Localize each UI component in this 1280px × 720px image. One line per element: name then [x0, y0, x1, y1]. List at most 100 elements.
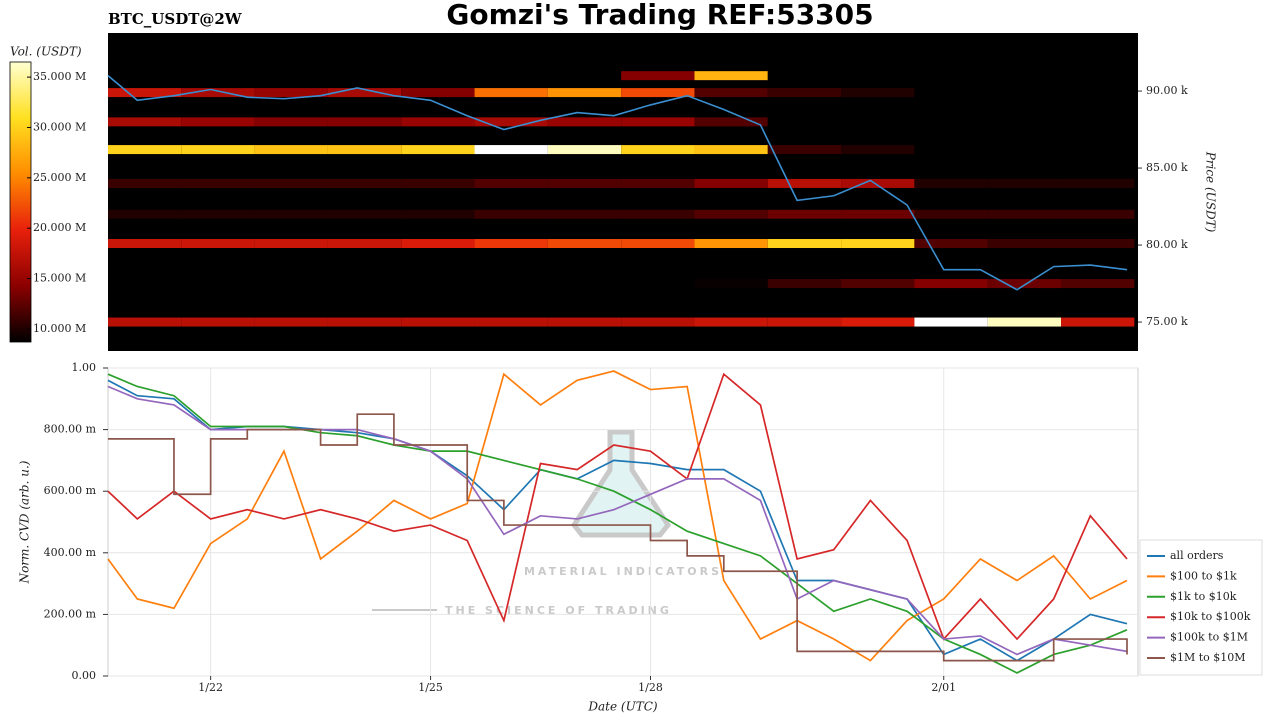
heatmap-cell: [841, 178, 915, 188]
heatmap-cell: [767, 145, 842, 155]
heatmap-cell: [1061, 117, 1135, 127]
heatmap-cell: [547, 317, 622, 327]
y-tick-label: 600.00 m: [44, 484, 97, 497]
heatmap-cell: [327, 209, 402, 219]
heatmap-cell: [841, 279, 915, 289]
heatmap-cell: [327, 239, 402, 249]
heatmap-cell: [914, 145, 988, 155]
heatmap-cell: [694, 239, 768, 249]
y-tick-label: 85.00 k: [1146, 161, 1188, 174]
heatmap-cell: [547, 117, 622, 127]
heatmap-cell: [181, 88, 255, 98]
heatmap-cell: [254, 117, 328, 127]
colorbar-tick-label: 15.000 M: [33, 272, 86, 285]
heatmap-cell: [401, 117, 475, 127]
heatmap-cell: [621, 88, 695, 98]
legend-label: $100k to $1M: [1170, 631, 1248, 644]
heatmap-cell: [694, 279, 768, 289]
y-axis-label: Price (USDT): [1204, 151, 1218, 233]
heatmap-cell: [108, 178, 182, 188]
heatmap-cell: [254, 178, 328, 188]
colorbar-tick-label: 20.000 M: [33, 221, 86, 234]
heatmap-cell: [108, 71, 182, 81]
heatmap-cell: [621, 71, 695, 81]
heatmap-cell: [181, 117, 255, 127]
heatmap-cell: [327, 145, 402, 155]
heatmap-cell: [694, 209, 768, 219]
heatmap-cell: [987, 145, 1062, 155]
heatmap-cell: [841, 145, 915, 155]
heatmap-cell: [254, 71, 328, 81]
heatmap-cell: [767, 317, 842, 327]
heatmap-cell: [547, 209, 622, 219]
heatmap-cell: [108, 145, 182, 155]
heatmap-cell: [767, 88, 842, 98]
heatmap-cell: [474, 279, 548, 289]
heatmap-cell: [108, 88, 182, 98]
heatmap-cell: [1061, 209, 1135, 219]
heatmap-cell: [474, 239, 548, 249]
heatmap-cell: [327, 88, 402, 98]
series-line: [107, 372, 1128, 641]
watermark-text: THE SCIENCE OF TRADING: [445, 604, 672, 617]
legend-label: $100 to $1k: [1170, 569, 1237, 582]
x-axis-label: Date (UTC): [587, 700, 657, 714]
legend-label: all orders: [1170, 549, 1224, 562]
heatmap-cell: [547, 178, 622, 188]
heatmap-cell: [841, 117, 915, 127]
heatmap-cell: [254, 317, 328, 327]
heatmap-cell: [1061, 88, 1135, 98]
heatmap-cell: [621, 279, 695, 289]
heatmap-cell: [181, 178, 255, 188]
heatmap-cell: [694, 145, 768, 155]
y-axis-label: Norm. CVD (arb. u.): [18, 460, 32, 584]
heatmap-cell: [767, 279, 842, 289]
heatmap-cell: [181, 279, 255, 289]
heatmap-cell: [474, 317, 548, 327]
colorbar-tick-label: 35.000 M: [33, 70, 86, 83]
heatmap-cell: [621, 209, 695, 219]
heatmap-cell: [987, 279, 1062, 289]
heatmap-cell: [621, 239, 695, 249]
colorbar-tick-label: 25.000 M: [33, 171, 86, 184]
heatmap-cell: [547, 239, 622, 249]
legend-label: $1k to $10k: [1170, 590, 1237, 603]
heatmap-cell: [621, 178, 695, 188]
heatmap-cell: [914, 71, 988, 81]
x-tick-label: 1/25: [418, 681, 443, 694]
heatmap-cell: [694, 88, 768, 98]
heatmap-cell: [914, 117, 988, 127]
colorbar-label: Vol. (USDT): [10, 45, 82, 59]
heatmap-cell: [914, 88, 988, 98]
y-tick-label: 80.00 k: [1146, 238, 1188, 251]
heatmap-cell: [474, 178, 548, 188]
series-line: [107, 373, 1128, 674]
heatmap-cell: [1061, 279, 1135, 289]
heatmap-cell: [254, 145, 328, 155]
heatmap-cell: [841, 239, 915, 249]
heatmap-cell: [1061, 145, 1135, 155]
heatmap-cell: [914, 317, 988, 327]
y-tick-label: 400.00 m: [44, 546, 97, 559]
heatmap-cell: [841, 71, 915, 81]
heatmap-cell: [1061, 239, 1135, 249]
heatmap-cell: [181, 209, 255, 219]
heatmap-cell: [767, 209, 842, 219]
legend-box: [1139, 539, 1263, 676]
x-tick-label: 1/28: [638, 681, 663, 694]
heatmap-cell: [914, 239, 988, 249]
heatmap-cell: [401, 279, 475, 289]
x-tick-label: 2/01: [931, 681, 956, 694]
heatmap-cell: [181, 145, 255, 155]
heatmap-cell: [401, 317, 475, 327]
heatmap-cell: [547, 145, 622, 155]
y-tick-label: 200.00 m: [44, 607, 97, 620]
heatmap-cell: [401, 209, 475, 219]
y-tick-label: 1.00: [72, 361, 97, 374]
heatmap-cell: [401, 88, 475, 98]
heatmap-cell: [987, 317, 1062, 327]
heatmap-cell: [987, 239, 1062, 249]
legend-label: $1M to $10M: [1170, 651, 1246, 664]
heatmap-cell: [1061, 71, 1135, 81]
series-line: [108, 413, 1128, 662]
